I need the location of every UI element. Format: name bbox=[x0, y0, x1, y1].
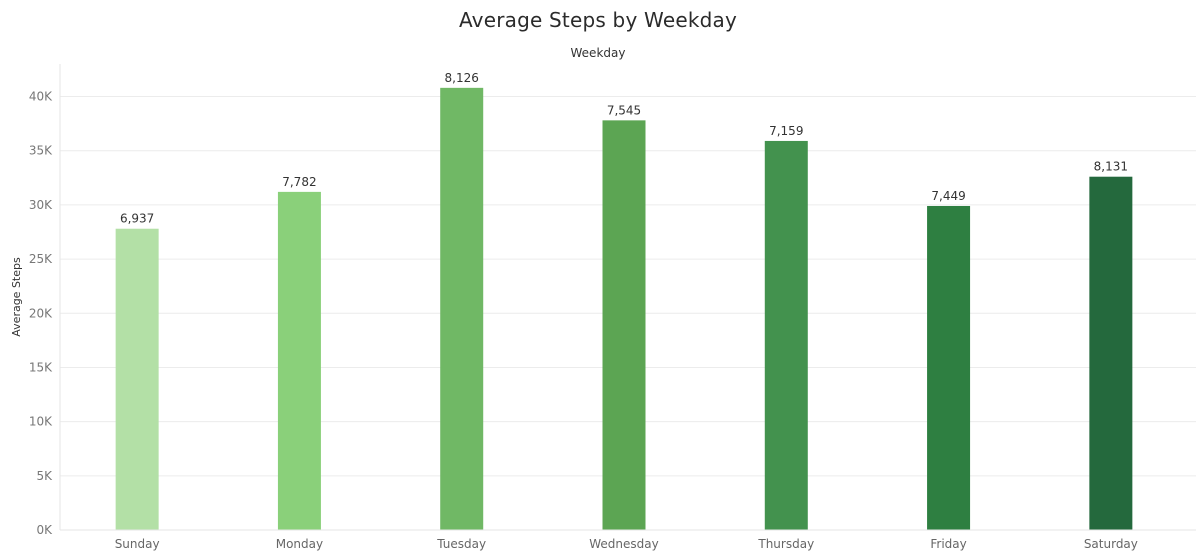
data-label: 8,126 bbox=[445, 71, 479, 85]
chart-title: Average Steps by Weekday bbox=[458, 8, 738, 32]
bar-monday bbox=[277, 191, 321, 530]
x-tick-label: Saturday bbox=[1084, 537, 1138, 551]
data-label: 7,159 bbox=[769, 124, 803, 138]
y-axis-title: Average Steps bbox=[10, 257, 23, 337]
y-tick-label: 5K bbox=[36, 469, 53, 483]
x-tick-label: Tuesday bbox=[436, 537, 486, 551]
bar-thursday bbox=[764, 140, 808, 530]
data-label: 7,782 bbox=[282, 175, 316, 189]
bar-saturday bbox=[1089, 176, 1133, 530]
y-tick-label: 25K bbox=[29, 252, 53, 266]
data-label: 8,131 bbox=[1094, 160, 1128, 174]
data-label: 7,545 bbox=[607, 103, 641, 117]
x-tick-label: Thursday bbox=[757, 537, 814, 551]
y-tick-label: 40K bbox=[29, 90, 53, 104]
x-tick-label: Friday bbox=[930, 537, 966, 551]
column-header: Weekday bbox=[570, 46, 626, 60]
x-tick-label: Sunday bbox=[115, 537, 160, 551]
y-tick-label: 0K bbox=[36, 523, 53, 537]
bar-friday bbox=[927, 205, 971, 530]
bar-wednesday bbox=[602, 120, 646, 530]
x-tick-label: Monday bbox=[276, 537, 323, 551]
x-tick-label: Wednesday bbox=[589, 537, 658, 551]
data-label: 7,449 bbox=[931, 189, 965, 203]
y-tick-label: 10K bbox=[29, 415, 53, 429]
bar-sunday bbox=[115, 228, 159, 530]
y-tick-label: 35K bbox=[29, 144, 53, 158]
y-tick-label: 30K bbox=[29, 198, 53, 212]
y-tick-label: 15K bbox=[29, 360, 53, 374]
bar-tuesday bbox=[440, 87, 484, 530]
y-tick-label: 20K bbox=[29, 306, 53, 320]
data-label: 6,937 bbox=[120, 212, 154, 226]
